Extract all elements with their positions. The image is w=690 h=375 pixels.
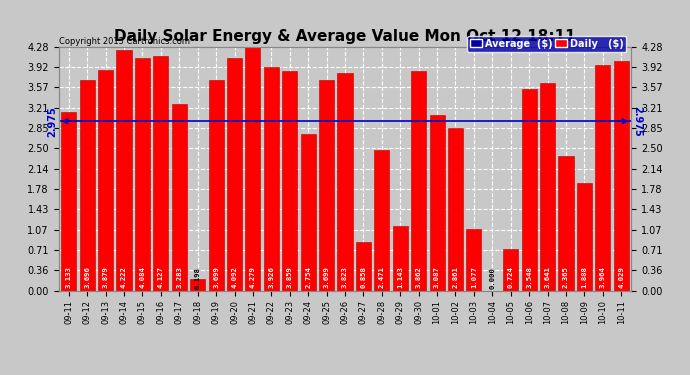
Bar	[319, 80, 334, 291]
Bar	[227, 58, 242, 291]
Text: 3.859: 3.859	[287, 267, 293, 288]
Bar	[577, 183, 592, 291]
Text: 2.365: 2.365	[563, 267, 569, 288]
Text: 2.975: 2.975	[48, 106, 58, 136]
Bar	[190, 279, 205, 291]
Text: 0.858: 0.858	[360, 267, 366, 288]
Text: 2.754: 2.754	[305, 267, 311, 288]
Text: 3.862: 3.862	[415, 267, 422, 288]
Bar	[337, 73, 353, 291]
Text: 2.861: 2.861	[453, 267, 458, 288]
Bar	[246, 47, 261, 291]
Text: 4.127: 4.127	[158, 267, 164, 288]
Text: 3.879: 3.879	[103, 267, 108, 288]
Bar	[282, 71, 297, 291]
Text: 4.222: 4.222	[121, 267, 127, 288]
Text: 4.084: 4.084	[139, 267, 146, 288]
Text: 3.696: 3.696	[84, 267, 90, 288]
Bar	[153, 56, 168, 291]
Bar	[117, 50, 132, 291]
Bar	[393, 225, 408, 291]
Bar	[356, 242, 371, 291]
Text: 0.198: 0.198	[195, 268, 201, 290]
Text: 4.279: 4.279	[250, 267, 256, 288]
Bar	[208, 80, 224, 291]
Text: 3.283: 3.283	[176, 267, 182, 288]
Text: 0.000: 0.000	[489, 268, 495, 290]
Bar	[540, 83, 555, 291]
Text: 1.888: 1.888	[582, 267, 587, 288]
Text: Copyright 2015 Cartronics.com: Copyright 2015 Cartronics.com	[59, 37, 190, 46]
Text: 3.133: 3.133	[66, 267, 72, 288]
Legend: Average  ($), Daily   ($): Average ($), Daily ($)	[467, 36, 627, 52]
Bar	[613, 61, 629, 291]
Text: 2.471: 2.471	[379, 267, 385, 288]
Text: 4.029: 4.029	[618, 267, 624, 288]
Bar	[98, 70, 113, 291]
Text: 2.975: 2.975	[632, 106, 642, 136]
Bar	[301, 134, 316, 291]
Text: 3.087: 3.087	[434, 267, 440, 288]
Bar	[429, 115, 444, 291]
Bar	[135, 58, 150, 291]
Bar	[558, 156, 573, 291]
Text: 3.548: 3.548	[526, 267, 532, 288]
Title: Daily Solar Energy & Average Value Mon Oct 12 18:11: Daily Solar Energy & Average Value Mon O…	[114, 29, 576, 44]
Text: 3.964: 3.964	[600, 267, 606, 288]
Text: 3.641: 3.641	[544, 267, 551, 288]
Bar	[172, 104, 187, 291]
Text: 1.077: 1.077	[471, 267, 477, 288]
Text: 0.724: 0.724	[508, 267, 514, 288]
Bar	[411, 70, 426, 291]
Text: 3.699: 3.699	[213, 267, 219, 288]
Text: 3.823: 3.823	[342, 267, 348, 288]
Bar	[595, 65, 611, 291]
Bar	[61, 112, 77, 291]
Bar	[264, 67, 279, 291]
Bar	[522, 88, 537, 291]
Text: 3.699: 3.699	[324, 267, 330, 288]
Bar	[374, 150, 389, 291]
Text: 4.092: 4.092	[232, 267, 237, 288]
Bar	[503, 249, 518, 291]
Text: 1.143: 1.143	[397, 267, 403, 288]
Text: 3.926: 3.926	[268, 267, 275, 288]
Bar	[448, 128, 463, 291]
Bar	[79, 80, 95, 291]
Bar	[466, 229, 482, 291]
